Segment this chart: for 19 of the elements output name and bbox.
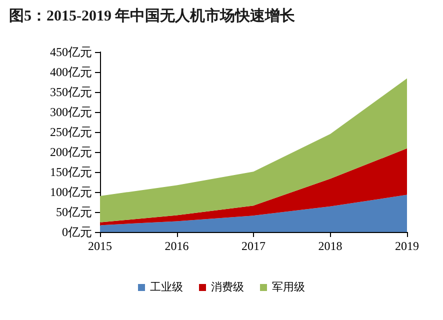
x-tick-label: 2019 — [395, 239, 419, 253]
x-tick-label: 2016 — [164, 239, 189, 253]
y-tick-label: 400亿元 — [50, 65, 92, 79]
x-tick-label: 2015 — [88, 239, 112, 253]
legend-label: 工业级 — [150, 280, 183, 294]
y-tick-label: 450亿元 — [50, 45, 92, 59]
y-tick-label: 250亿元 — [50, 125, 92, 139]
y-tick-label: 200亿元 — [50, 145, 92, 159]
chart-title: 图5：2015-2019 年中国无人机市场快速增长 — [9, 6, 296, 24]
legend-label: 军用级 — [272, 282, 305, 294]
legend-label: 消费级 — [211, 280, 244, 294]
y-tick-label: 150亿元 — [50, 165, 92, 179]
y-tick-label: 0亿元 — [62, 225, 92, 239]
y-tick-label: 50亿元 — [56, 205, 92, 219]
y-tick-label: 350亿元 — [50, 85, 92, 99]
y-tick-label: 300亿元 — [50, 105, 92, 119]
x-tick-label: 2017 — [242, 239, 266, 253]
x-tick-label: 2018 — [318, 239, 342, 253]
y-tick-label: 100亿元 — [50, 185, 92, 199]
